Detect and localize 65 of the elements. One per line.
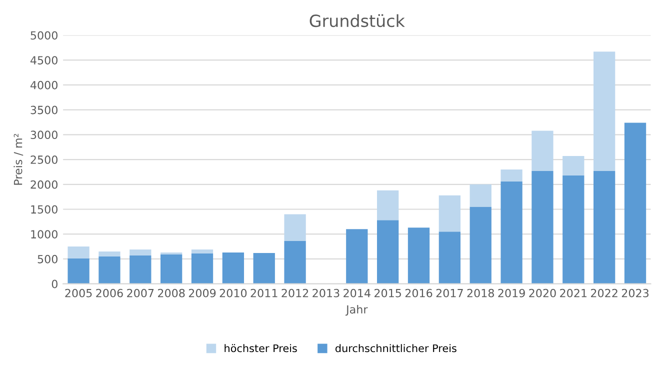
x-tick-label: 2005 (65, 288, 92, 298)
bar (98, 252, 120, 256)
x-tick-label: 2022 (591, 288, 618, 298)
bar (594, 52, 616, 171)
x-tick-label: 2011 (250, 288, 278, 298)
bar (532, 130, 554, 171)
y-tick-label: 500 (38, 254, 58, 264)
bar (408, 228, 430, 284)
bar (191, 250, 214, 254)
x-tick-label: 2015 (374, 288, 401, 298)
bar (346, 229, 368, 284)
x-tick-label: 2020 (529, 288, 556, 298)
y-tick-label: 0 (52, 280, 58, 288)
x-tick-label: 2006 (96, 288, 123, 298)
legend-label: höchster Preis (224, 344, 297, 352)
x-tick-label: 2008 (158, 288, 185, 298)
bar (500, 181, 522, 284)
legend-label: durchschnittlicher Preis (336, 344, 456, 352)
x-tick-label: 2023 (622, 288, 649, 298)
x-tick-label: 2017 (436, 288, 463, 298)
bar (438, 232, 461, 284)
bar (253, 252, 275, 284)
x-tick-label: 2012 (282, 288, 308, 298)
bar (470, 206, 492, 284)
x-tick-label: 2010 (220, 288, 247, 298)
x-tick-label: 2009 (188, 288, 216, 298)
x-tick-label: 2014 (344, 288, 370, 298)
bar (98, 256, 120, 284)
y-tick-label: 3500 (30, 106, 58, 114)
x-tick-label: 2013 (312, 288, 340, 298)
y-tick-label: 5000 (30, 31, 58, 40)
bar (562, 175, 584, 284)
x-tick-label: 2019 (498, 288, 525, 298)
y-tick-label: 2000 (30, 180, 58, 189)
bar (624, 122, 646, 284)
y-tick-label: 4000 (30, 80, 58, 90)
bar (130, 255, 152, 284)
bar (377, 190, 399, 220)
bar (222, 252, 244, 284)
x-tick-label: 2016 (405, 288, 432, 298)
bar (130, 250, 152, 256)
y-tick-label: 1500 (31, 205, 58, 214)
bar (377, 220, 399, 284)
y-tick-label: 4500 (30, 56, 58, 64)
bar (284, 214, 306, 242)
bar (562, 156, 584, 176)
x-axis-title: Jahr (345, 304, 368, 316)
y-axis-title: Preis / m² (14, 134, 24, 185)
y-tick-label: 3000 (30, 130, 58, 140)
bar (594, 170, 616, 284)
y-tick-label: 2500 (30, 156, 58, 164)
bar (284, 241, 306, 284)
bar (191, 253, 214, 284)
bar (160, 254, 182, 284)
bar (500, 169, 522, 182)
y-tick-label: 1000 (31, 230, 58, 238)
bar (438, 195, 461, 232)
bar (470, 184, 492, 207)
x-tick-label: 2007 (127, 288, 154, 298)
bar (68, 246, 90, 258)
x-tick-label: 2018 (467, 288, 494, 298)
bar (68, 258, 90, 284)
chart-title: Grundstück (310, 14, 405, 28)
bar (532, 170, 554, 284)
x-tick-label: 2021 (560, 288, 587, 298)
